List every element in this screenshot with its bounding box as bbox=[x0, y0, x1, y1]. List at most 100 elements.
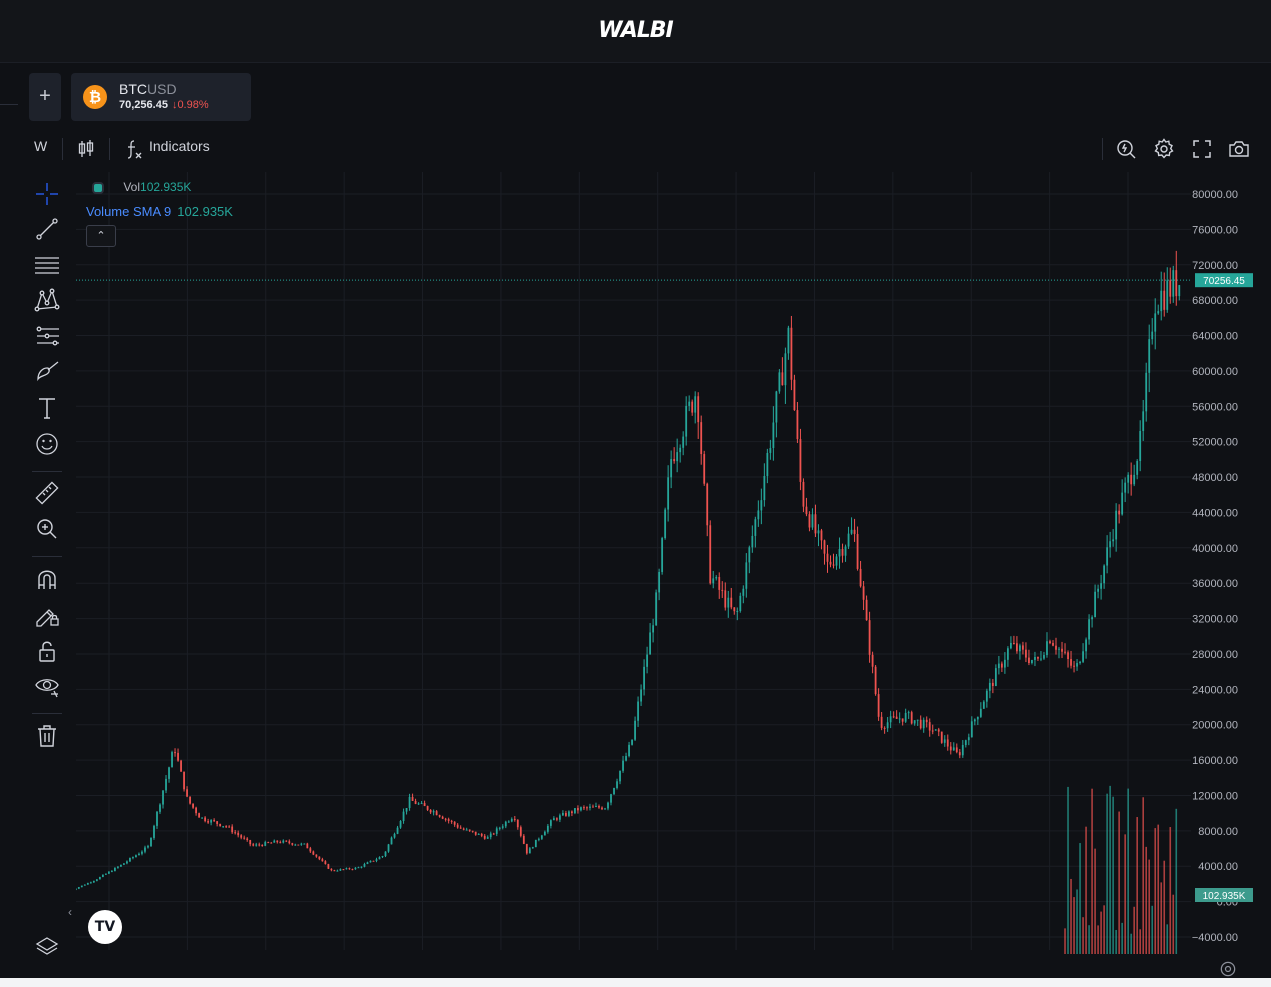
candles-icon[interactable] bbox=[74, 137, 98, 161]
candle-body bbox=[688, 401, 691, 406]
toolbar-divider bbox=[1102, 138, 1103, 160]
candle-body bbox=[267, 842, 270, 844]
zoom-in-icon[interactable] bbox=[30, 516, 64, 546]
candle-body bbox=[817, 530, 820, 534]
volume-bar bbox=[1145, 846, 1148, 954]
fib-icon[interactable] bbox=[30, 323, 64, 353]
volume-bar bbox=[1115, 929, 1117, 954]
volume-bar bbox=[1073, 897, 1075, 954]
candle-body bbox=[832, 564, 835, 566]
candle-body bbox=[1118, 510, 1121, 515]
candle-body bbox=[171, 752, 173, 768]
candle-body bbox=[886, 722, 889, 729]
candle-body bbox=[417, 803, 420, 805]
y-tick-label: 56000.00 bbox=[1192, 401, 1238, 413]
lock-icon[interactable] bbox=[30, 638, 64, 668]
candle-body bbox=[129, 857, 131, 862]
sma-legend[interactable]: Volume SMA 9 102.935K bbox=[86, 204, 233, 219]
candle-body bbox=[739, 595, 742, 612]
candle-body bbox=[724, 590, 727, 608]
candle-body bbox=[375, 859, 378, 861]
candle-body bbox=[246, 838, 249, 841]
gear-icon[interactable] bbox=[1152, 137, 1176, 161]
volume-bar bbox=[1160, 882, 1163, 954]
candle-body bbox=[589, 806, 591, 808]
candle-body bbox=[237, 832, 240, 836]
candle-body bbox=[982, 701, 985, 709]
y-tick-label: 40000.00 bbox=[1192, 543, 1238, 555]
candle-body bbox=[174, 752, 176, 754]
candle-body bbox=[985, 690, 988, 702]
candle-body bbox=[426, 806, 429, 810]
trash-icon[interactable] bbox=[30, 723, 64, 753]
candle-body bbox=[318, 856, 321, 860]
candle-body bbox=[384, 851, 387, 857]
tradingview-logo-icon[interactable]: TV bbox=[88, 910, 122, 944]
chevron-up-icon[interactable]: ⌃ bbox=[86, 225, 116, 247]
candle-body bbox=[402, 811, 405, 821]
layers-icon[interactable] bbox=[35, 935, 59, 964]
y-tick-label: 8000.00 bbox=[1198, 826, 1238, 838]
candle-body bbox=[537, 838, 540, 840]
candle-body bbox=[405, 808, 408, 812]
replay-icon[interactable] bbox=[1114, 137, 1138, 161]
candle-body bbox=[679, 447, 682, 453]
candle-body bbox=[468, 829, 471, 831]
pattern-icon[interactable] bbox=[30, 287, 64, 317]
indicators-button[interactable]: Indicators bbox=[149, 138, 210, 154]
price-chart[interactable]: 80000.00 76000.00 72000.00 68000.00 64000.00… bbox=[76, 172, 1271, 954]
candle-body bbox=[772, 422, 775, 449]
candle-body bbox=[970, 721, 973, 738]
candle-body bbox=[270, 842, 273, 844]
text-icon[interactable] bbox=[30, 395, 64, 425]
y-tick-label: 32000.00 bbox=[1192, 614, 1238, 626]
emoji-icon[interactable] bbox=[30, 431, 64, 461]
volume-badge bbox=[1195, 888, 1253, 902]
volume-bar bbox=[1154, 828, 1157, 954]
magnet-icon[interactable] bbox=[30, 566, 64, 596]
eye-icon[interactable] bbox=[30, 673, 64, 703]
candle-body bbox=[210, 820, 213, 823]
horizontal-lines-icon[interactable] bbox=[30, 252, 64, 282]
brush-icon[interactable] bbox=[30, 358, 64, 388]
volume-bar bbox=[1076, 889, 1078, 954]
lock-drawing-icon[interactable] bbox=[30, 602, 64, 632]
crosshair-icon[interactable] bbox=[30, 181, 64, 211]
candle-body bbox=[1064, 651, 1066, 653]
camera-icon[interactable] bbox=[1227, 137, 1251, 161]
candle-body bbox=[357, 867, 360, 869]
candle-body bbox=[784, 353, 787, 386]
candle-body bbox=[324, 861, 327, 865]
candle-body bbox=[552, 818, 555, 821]
candle-body bbox=[459, 827, 462, 829]
volume-bar bbox=[1127, 788, 1129, 954]
candle-body bbox=[1169, 280, 1172, 297]
candle-body bbox=[763, 475, 766, 501]
chart-canvas[interactable]: 80000.00 76000.00 72000.00 68000.00 64000.00… bbox=[76, 172, 1271, 954]
candle-body bbox=[658, 571, 661, 593]
candle-body bbox=[622, 760, 624, 771]
symbol-base: BTC bbox=[119, 81, 147, 97]
candle-body bbox=[92, 880, 95, 883]
trendline-icon[interactable] bbox=[30, 216, 64, 246]
candle-body bbox=[107, 871, 110, 874]
function-icon[interactable] bbox=[122, 137, 146, 161]
candle-body bbox=[1157, 311, 1160, 314]
candle-body bbox=[1067, 652, 1069, 660]
collapse-arrow-icon[interactable]: ‹ bbox=[68, 905, 72, 919]
add-symbol-button[interactable]: + bbox=[29, 73, 61, 121]
candle-body bbox=[519, 827, 522, 836]
candle-body bbox=[258, 844, 261, 846]
candle-body bbox=[955, 747, 958, 753]
symbol-card[interactable]: ₿ BTCUSD 70,256.45 ↓0.98% bbox=[71, 73, 251, 121]
visibility-dot-icon[interactable] bbox=[92, 181, 104, 194]
symbol-change: ↓0.98% bbox=[171, 99, 209, 111]
interval-selector[interactable]: W bbox=[34, 138, 48, 154]
fullscreen-icon[interactable] bbox=[1190, 137, 1214, 161]
candle-body bbox=[83, 884, 86, 886]
ruler-icon[interactable] bbox=[30, 480, 64, 510]
candle-body bbox=[808, 514, 811, 528]
candle-body bbox=[691, 401, 694, 413]
volume-bar bbox=[1175, 808, 1178, 954]
axis-settings-icon[interactable] bbox=[1218, 959, 1238, 984]
